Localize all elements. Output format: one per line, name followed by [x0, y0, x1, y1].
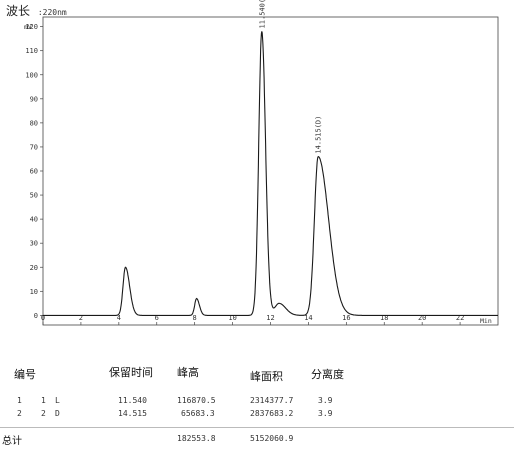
y-tick-label: 20 — [30, 264, 38, 272]
wavelength-label: 波长 — [6, 4, 31, 18]
y-tick-label: 30 — [30, 240, 38, 248]
x-tick-label: 4 — [117, 314, 121, 322]
y-tick-label: 40 — [30, 216, 38, 224]
row1-name: L — [55, 396, 60, 405]
peak-labels: 11.540(L) 14.515(D) — [258, 0, 322, 154]
y-tick-label: 90 — [30, 95, 38, 103]
x-tick-label: 12 — [266, 314, 274, 322]
wavelength-value: :220nm — [37, 8, 67, 17]
y-tick-label: 120 — [25, 23, 38, 31]
wavelength-indicator: 波长 :220nm — [6, 2, 67, 19]
row1-index: 1 — [17, 396, 22, 405]
row1-peak-height: 116870.5 — [177, 396, 216, 405]
y-tick-label: 10 — [30, 288, 38, 296]
chromatogram-chart: 0 10 20 30 40 50 60 70 80 90 100 110 120 0 2 4 6 8 10 12 14… — [24, 0, 499, 326]
y-axis-ticks: 0 10 20 30 40 50 60 70 80 90 100 110 120 — [25, 23, 43, 320]
x-axis-unit: Min — [480, 317, 492, 325]
x-tick-label: 10 — [228, 314, 236, 322]
y-axis-unit: mV — [24, 23, 32, 31]
y-tick-label: 50 — [30, 192, 38, 200]
x-tick-label: 18 — [380, 314, 388, 322]
x-axis-ticks: 0 2 4 6 8 10 12 14 16 18 20 22 — [41, 314, 464, 325]
header-retention-time: 保留时间 — [109, 366, 153, 379]
plot-frame — [42, 16, 499, 326]
peak-label: 14.515(D) — [315, 116, 323, 154]
results-table: 编号 保留时间 峰高 峰面积 分离度 1 1 L 11.540 116870.5… — [0, 360, 514, 450]
chromatogram-trace — [43, 31, 498, 316]
row1-number: 1 — [41, 396, 46, 405]
header-peak-height: 峰高 — [177, 366, 199, 379]
x-tick-label: 20 — [418, 314, 426, 322]
y-tick-label: 110 — [25, 47, 38, 55]
x-tick-label: 16 — [342, 314, 350, 322]
header-resolution: 分离度 — [311, 368, 344, 381]
row2-number: 2 — [41, 409, 46, 418]
total-peak-area: 5152060.9 — [250, 434, 294, 443]
x-tick-label: 8 — [193, 314, 197, 322]
header-number: 编号 — [14, 368, 36, 381]
row2-retention-time: 14.515 — [118, 409, 147, 418]
row1-peak-area: 2314377.7 — [250, 396, 294, 405]
row2-resolution: 3.9 — [318, 409, 333, 418]
y-tick-label: 60 — [30, 168, 38, 176]
x-tick-label: 6 — [155, 314, 159, 322]
x-tick-label: 0 — [41, 314, 45, 322]
y-tick-label: 70 — [30, 143, 38, 151]
row2-name: D — [55, 409, 60, 418]
y-tick-label: 80 — [30, 119, 38, 127]
y-tick-label: 0 — [34, 312, 38, 320]
total-divider — [0, 427, 514, 428]
row1-retention-time: 11.540 — [118, 396, 147, 405]
y-tick-label: 100 — [25, 71, 38, 79]
x-tick-label: 22 — [456, 314, 464, 322]
header-peak-area: 峰面积 — [250, 370, 283, 383]
peak-label: 11.540(L) — [258, 0, 266, 28]
row2-peak-area: 2837683.2 — [250, 409, 294, 418]
row2-index: 2 — [17, 409, 22, 418]
total-label: 总计 — [2, 436, 22, 447]
row1-resolution: 3.9 — [318, 396, 333, 405]
total-peak-height: 182553.8 — [177, 434, 216, 443]
x-tick-label: 14 — [304, 314, 312, 322]
x-tick-label: 2 — [79, 314, 83, 322]
row2-peak-height: 65683.3 — [181, 409, 215, 418]
